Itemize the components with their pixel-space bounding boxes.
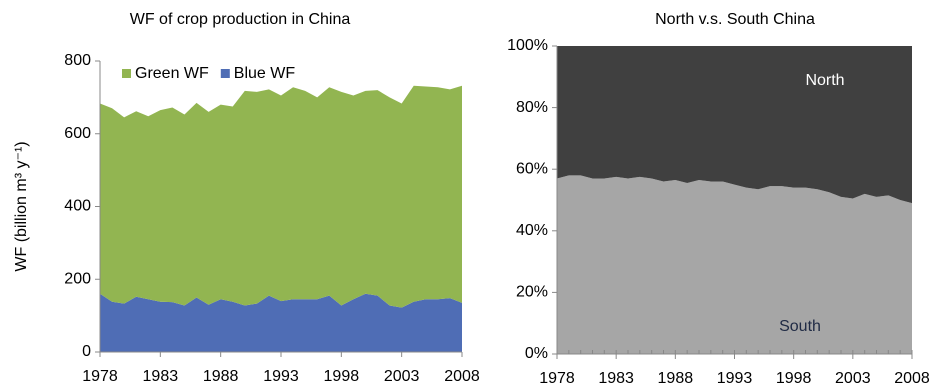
legend-label: Blue WF	[234, 65, 296, 82]
x-tick-label: 1988	[658, 370, 694, 387]
y-tick-label: 40%	[516, 222, 548, 239]
y-tick-label: 100%	[507, 37, 548, 54]
y-tick-label: 600	[64, 125, 91, 142]
y-tick-label: 0%	[525, 345, 548, 362]
y-tick-label: 400	[64, 198, 91, 215]
x-tick-label: 2008	[894, 370, 930, 387]
legend-swatch	[220, 69, 230, 78]
y-tick-label: 20%	[516, 284, 548, 301]
y-tick-label: 0	[82, 343, 91, 360]
x-tick-label: 1983	[143, 368, 179, 385]
area	[100, 293, 462, 352]
annotation: North	[805, 72, 844, 89]
legend-label: Green WF	[135, 65, 209, 82]
x-tick-label: 1983	[598, 370, 634, 387]
area	[557, 175, 912, 354]
legend-swatch	[122, 69, 131, 78]
y-tick-label: 800	[64, 52, 91, 69]
chart: WF of crop production in China WF (billio…	[13, 11, 480, 385]
x-tick-label: 1993	[263, 368, 299, 385]
annotation: South	[779, 318, 821, 335]
y-axis-label: WF (billion m³ y⁻¹)	[13, 141, 30, 271]
x-tick-label: 1998	[776, 370, 812, 387]
x-tick-label: 1998	[324, 368, 360, 385]
y-tick-label: 60%	[516, 160, 548, 177]
x-tick-label: 2008	[444, 368, 480, 385]
y-tick-label: 80%	[516, 99, 548, 116]
area	[557, 46, 912, 204]
x-tick-label: 1978	[539, 370, 575, 387]
chart: North v.s. South China 0% 20% 40% 60% 80% 100%…	[507, 11, 930, 387]
x-tick-label: 1993	[717, 370, 753, 387]
area	[100, 85, 462, 308]
x-tick-label: 1988	[203, 368, 239, 385]
x-tick-label: 2003	[835, 370, 871, 387]
x-tick-label: 1978	[82, 368, 118, 385]
x-tick-label: 2003	[384, 368, 420, 385]
chart-title: WF of crop production in China	[130, 11, 351, 28]
chart-title: North v.s. South China	[655, 11, 815, 28]
y-tick-label: 200	[64, 270, 91, 287]
